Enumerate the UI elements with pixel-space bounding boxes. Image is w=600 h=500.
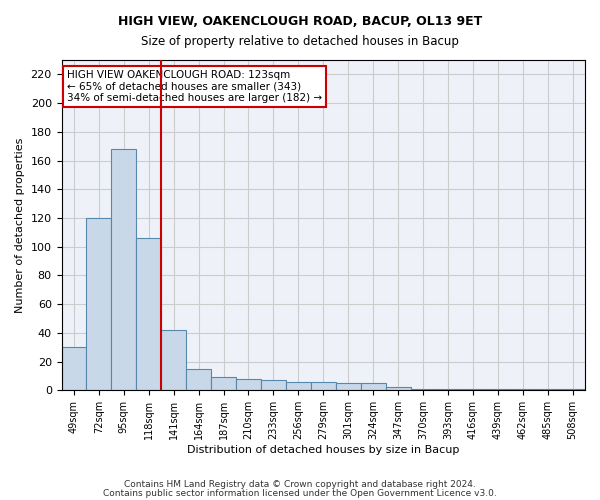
Bar: [361, 383, 386, 390]
Bar: [311, 382, 336, 390]
Text: Contains public sector information licensed under the Open Government Licence v3: Contains public sector information licen…: [103, 488, 497, 498]
Text: Size of property relative to detached houses in Bacup: Size of property relative to detached ho…: [141, 35, 459, 48]
Bar: [560, 389, 585, 390]
Bar: [485, 389, 510, 390]
Bar: [410, 389, 436, 390]
Bar: [535, 389, 560, 390]
Bar: [386, 388, 410, 390]
Bar: [136, 238, 161, 390]
Text: HIGH VIEW OAKENCLOUGH ROAD: 123sqm
← 65% of detached houses are smaller (343)
34: HIGH VIEW OAKENCLOUGH ROAD: 123sqm ← 65%…: [67, 70, 322, 103]
Bar: [236, 379, 261, 390]
Bar: [186, 369, 211, 390]
Bar: [510, 389, 535, 390]
Text: HIGH VIEW, OAKENCLOUGH ROAD, BACUP, OL13 9ET: HIGH VIEW, OAKENCLOUGH ROAD, BACUP, OL13…: [118, 15, 482, 28]
Bar: [211, 378, 236, 390]
X-axis label: Distribution of detached houses by size in Bacup: Distribution of detached houses by size …: [187, 445, 460, 455]
Bar: [336, 383, 361, 390]
Y-axis label: Number of detached properties: Number of detached properties: [15, 138, 25, 313]
Bar: [86, 218, 112, 390]
Bar: [460, 389, 485, 390]
Bar: [112, 149, 136, 390]
Bar: [161, 330, 186, 390]
Bar: [436, 389, 460, 390]
Bar: [261, 380, 286, 390]
Bar: [62, 348, 86, 391]
Bar: [286, 382, 311, 390]
Text: Contains HM Land Registry data © Crown copyright and database right 2024.: Contains HM Land Registry data © Crown c…: [124, 480, 476, 489]
